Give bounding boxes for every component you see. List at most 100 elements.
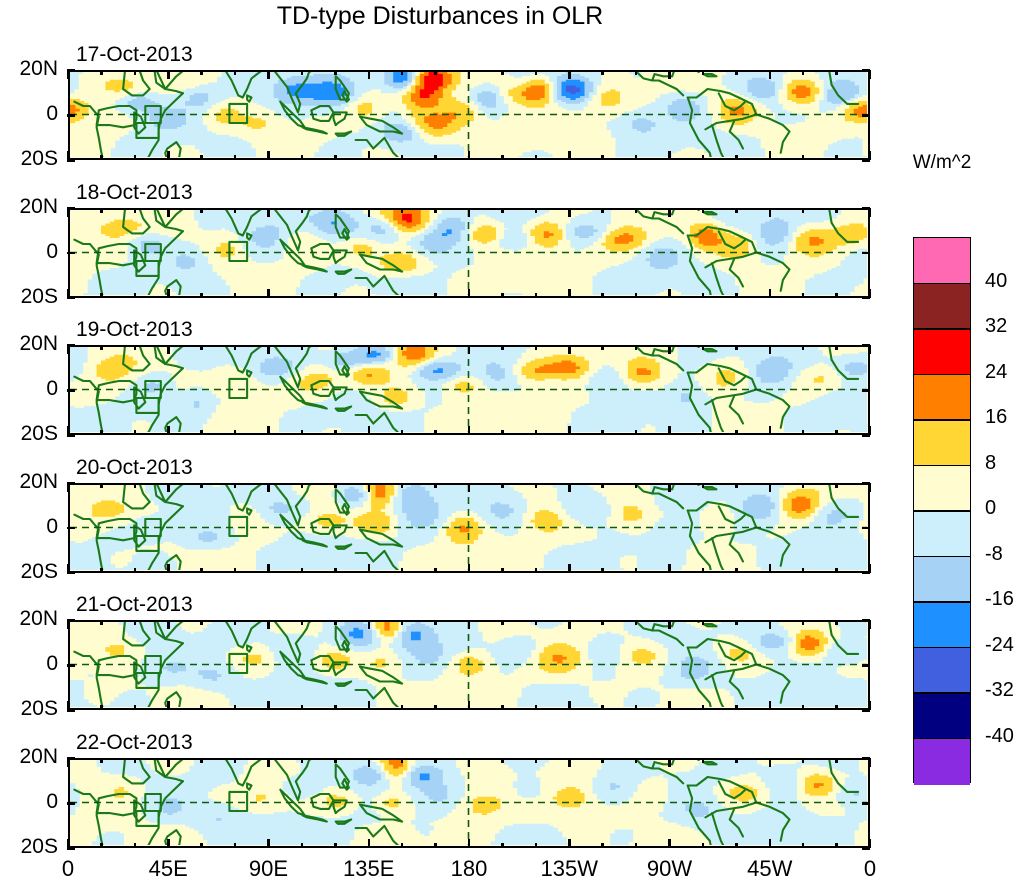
x-axis-tick: [668, 563, 671, 573]
x-axis-tick: [568, 563, 571, 573]
x-axis-tick: [868, 70, 872, 79]
x-axis-tick: [133, 345, 137, 351]
colorbar-scale[interactable]: [913, 237, 971, 785]
y-axis-tick: [862, 159, 870, 162]
x-axis-tick: [801, 482, 805, 488]
panel-date-label: 17-Oct-2013: [76, 43, 193, 66]
x-axis-tick: [835, 430, 838, 436]
x-axis-tick: [835, 482, 838, 488]
x-axis-tick: [601, 620, 604, 626]
x-axis-tick: [501, 705, 504, 711]
y-axis-tick: [67, 664, 75, 667]
x-axis-tick: [801, 620, 805, 626]
x-axis-tick: [568, 288, 571, 298]
x-axis-tick: [768, 426, 772, 436]
x-axis-tick: [801, 70, 805, 75]
x-axis-tick: [835, 705, 838, 711]
x-axis-tick: [668, 701, 671, 711]
x-axis-tick: [467, 758, 471, 767]
x-axis-tick: [434, 843, 437, 848]
x-axis-tick: [334, 155, 337, 160]
x-axis-tick: [601, 843, 604, 848]
x-axis-tick: [634, 155, 638, 160]
y-axis-tick: [67, 526, 75, 530]
colorbar-tick-label: 0: [985, 497, 997, 519]
x-axis-tick: [133, 155, 137, 160]
x-axis-tick: [801, 758, 805, 763]
x-axis-tick: [501, 345, 504, 351]
colorbar-band-violet: [914, 738, 970, 785]
x-axis-tick: [233, 567, 237, 573]
x-axis-tick: [868, 345, 872, 355]
x-axis-tick: [233, 345, 237, 351]
x-axis-tick: [768, 620, 772, 630]
y-axis-tick: [67, 434, 75, 437]
x-axis-tick: [868, 207, 872, 217]
x-axis-tick: [367, 620, 371, 630]
colorbar-band-divider: [914, 373, 970, 376]
y-axis-tick: [67, 847, 75, 850]
x-axis-tick: [167, 207, 170, 217]
x-axis-tick: [501, 292, 504, 298]
y-axis-label: 20S: [20, 284, 58, 308]
map-plot-area[interactable]: [68, 620, 870, 711]
x-axis-tick: [668, 426, 671, 436]
y-axis-tick: [67, 709, 75, 712]
x-axis-tick: [334, 620, 337, 626]
x-axis-tick: [801, 207, 805, 213]
colorbar-band-navy: [914, 693, 970, 739]
x-axis-tick: [233, 705, 237, 711]
x-axis-tick: [467, 207, 471, 217]
x-axis-tick: [601, 155, 604, 160]
x-axis-tick: [701, 482, 705, 488]
x-axis-tick: [200, 155, 203, 160]
y-axis-label: 20N: [19, 332, 58, 356]
map-plot-area[interactable]: [68, 345, 870, 436]
x-axis-tick: [167, 620, 170, 630]
x-axis-tick: [66, 701, 70, 711]
x-axis-tick: [768, 151, 772, 160]
y-axis-tick: [862, 206, 870, 210]
x-axis-tick: [300, 567, 304, 573]
x-axis-tick: [167, 563, 170, 573]
map-plot-area[interactable]: [68, 70, 870, 160]
x-axis-tick: [300, 843, 304, 848]
x-axis-tick: [400, 345, 404, 351]
x-axis-tick: [167, 839, 170, 848]
x-axis-tick: [267, 345, 270, 355]
colorbar-band-orange: [914, 374, 970, 421]
x-axis-tick: [501, 567, 504, 573]
panel-date-label: 22-Oct-2013: [76, 731, 193, 754]
x-axis-tick: [267, 563, 270, 573]
colorbar-tick-label: 24: [985, 360, 1008, 383]
x-axis-tick: [267, 758, 270, 767]
x-axis-tick: [467, 839, 471, 848]
x-axis-tick: [768, 758, 772, 767]
x-axis-tick: [467, 701, 471, 711]
map-plot-area[interactable]: [68, 482, 870, 573]
y-axis-tick: [862, 526, 870, 530]
x-axis-tick: [400, 705, 404, 711]
x-axis-tick: [367, 207, 371, 217]
x-axis-tick: [200, 758, 203, 763]
colorbar-tick-label: 32: [985, 315, 1008, 337]
x-axis-tick: [400, 843, 404, 848]
colorbar-band-red: [914, 329, 970, 375]
map-plot-area[interactable]: [68, 207, 870, 298]
map-plot-area[interactable]: [68, 758, 870, 848]
x-axis-tick: [835, 70, 838, 75]
x-axis-tick: [100, 345, 103, 351]
x-axis-tick: [434, 567, 437, 573]
x-axis-tick: [300, 620, 304, 626]
x-axis-tick: [334, 292, 337, 298]
x-axis-tick: [334, 430, 337, 436]
x-axis-tick: [100, 843, 103, 848]
x-axis-tick: [100, 620, 103, 626]
y-axis-tick: [67, 344, 75, 347]
x-axis-tick: [534, 292, 538, 298]
x-axis-tick: [434, 705, 437, 711]
x-axis-tick: [601, 207, 604, 213]
x-axis-tick: [601, 70, 604, 75]
x-axis-tick: [868, 482, 872, 492]
